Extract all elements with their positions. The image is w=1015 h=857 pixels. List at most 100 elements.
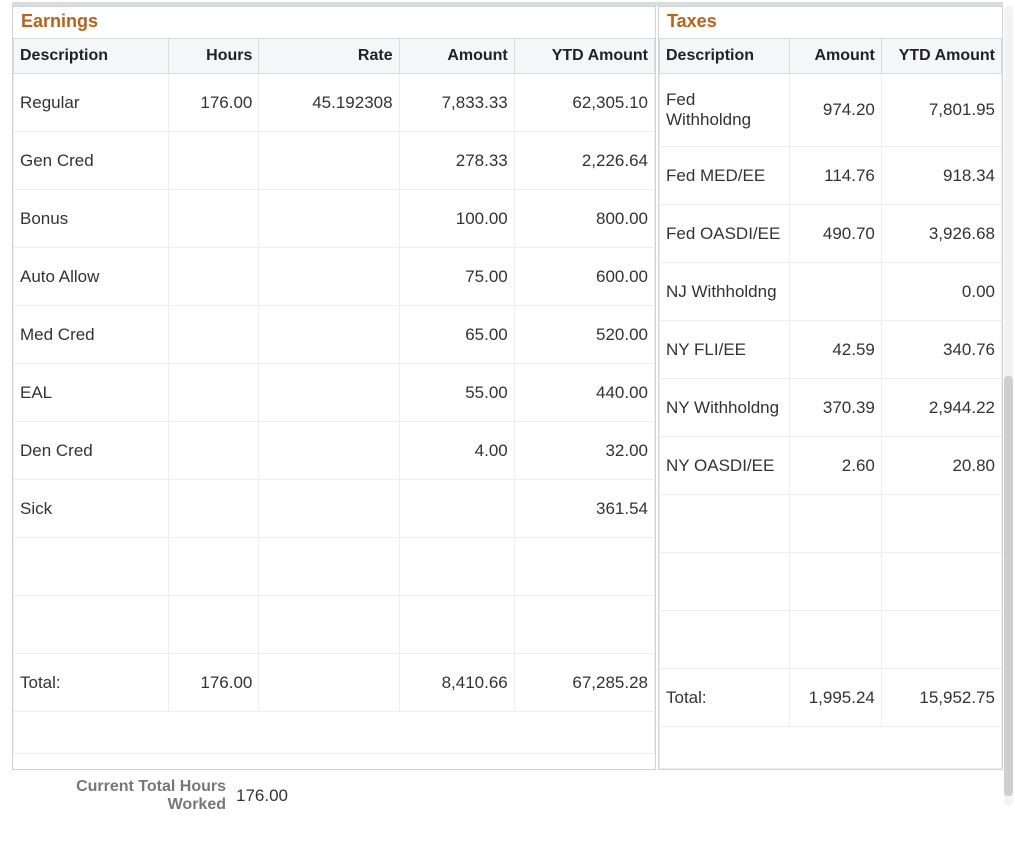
- col-hours: Hours: [169, 39, 259, 74]
- cell-ytd: 2,226.64: [514, 132, 654, 190]
- total-rate: [259, 654, 399, 712]
- table-row: NY OASDI/EE2.6020.80: [660, 437, 1002, 495]
- taxes-header-row: Description Amount YTD Amount: [660, 39, 1002, 74]
- cell-amount: [790, 553, 882, 611]
- cell-amount: [790, 495, 882, 553]
- col-amount: Amount: [399, 39, 514, 74]
- cell-rate: 45.192308: [259, 74, 399, 132]
- cell-ytd: 520.00: [514, 306, 654, 364]
- table-row: Auto Allow75.00600.00: [14, 248, 655, 306]
- cell-ytd: [881, 495, 1001, 553]
- cell-description: Med Cred: [14, 306, 169, 364]
- cell-description: Gen Cred: [14, 132, 169, 190]
- cell-description: Sick: [14, 480, 169, 538]
- cell-amount: 42.59: [790, 321, 882, 379]
- total-ytd: 15,952.75: [881, 669, 1001, 727]
- cell-amount: [399, 596, 514, 654]
- cell-rate: [259, 422, 399, 480]
- scrollbar-thumb[interactable]: [1004, 376, 1013, 796]
- table-row: Fed OASDI/EE490.703,926.68: [660, 205, 1002, 263]
- cell-description: Den Cred: [14, 422, 169, 480]
- cell-hours: [169, 596, 259, 654]
- cell-hours: [169, 364, 259, 422]
- taxes-total-row: Total:1,995.2415,952.75: [660, 669, 1002, 727]
- cell-amount: 4.00: [399, 422, 514, 480]
- cell-rate: [259, 480, 399, 538]
- cell-amount: 490.70: [790, 205, 882, 263]
- table-row: EAL55.00440.00: [14, 364, 655, 422]
- col-ytd: YTD Amount: [881, 39, 1001, 74]
- table-row: [14, 596, 655, 654]
- table-row: Med Cred65.00520.00: [14, 306, 655, 364]
- cell-description: [14, 538, 169, 596]
- cell-rate: [259, 132, 399, 190]
- taxes-table: Description Amount YTD Amount Fed Withho…: [659, 38, 1002, 769]
- cell-ytd: [881, 611, 1001, 669]
- cell-description: NJ Withholdng: [660, 263, 790, 321]
- cell-ytd: [514, 538, 654, 596]
- earnings-heading: Earnings: [13, 7, 655, 38]
- cell-ytd: 3,926.68: [881, 205, 1001, 263]
- total-amount: 1,995.24: [790, 669, 882, 727]
- cell-description: [660, 553, 790, 611]
- cell-hours: [169, 538, 259, 596]
- cell-amount: [399, 480, 514, 538]
- total-amount: 8,410.66: [399, 654, 514, 712]
- total-hours: 176.00: [169, 654, 259, 712]
- cell-amount: [790, 611, 882, 669]
- cell-rate: [259, 190, 399, 248]
- cell-ytd: 340.76: [881, 321, 1001, 379]
- cell-description: Regular: [14, 74, 169, 132]
- table-row: [660, 727, 1002, 769]
- total-label: Total:: [14, 654, 169, 712]
- footer-line: Current Total Hours Worked 176.00: [12, 770, 1003, 819]
- cell-hours: [169, 190, 259, 248]
- table-row: Fed MED/EE114.76918.34: [660, 147, 1002, 205]
- footer-value: 176.00: [236, 786, 288, 806]
- table-row: [660, 495, 1002, 553]
- cell-description: [660, 495, 790, 553]
- cell-amount: [790, 263, 882, 321]
- table-row: Fed Withholdng974.207,801.95: [660, 74, 1002, 147]
- table-row: NY FLI/EE42.59340.76: [660, 321, 1002, 379]
- cell-ytd: [514, 596, 654, 654]
- table-row: NJ Withholdng0.00: [660, 263, 1002, 321]
- cell-amount: 75.00: [399, 248, 514, 306]
- cell-description: NY Withholdng: [660, 379, 790, 437]
- cell-amount: 7,833.33: [399, 74, 514, 132]
- cell-ytd: 62,305.10: [514, 74, 654, 132]
- cell-ytd: 440.00: [514, 364, 654, 422]
- cell-ytd: 2,944.22: [881, 379, 1001, 437]
- cell-amount: 100.00: [399, 190, 514, 248]
- taxes-panel: Taxes Description Amount YTD Amount Fed …: [658, 6, 1003, 770]
- cell-description: [14, 596, 169, 654]
- cell-description: Fed MED/EE: [660, 147, 790, 205]
- cell-description: [660, 611, 790, 669]
- cell-hours: 176.00: [169, 74, 259, 132]
- col-description: Description: [660, 39, 790, 74]
- cell-rate: [259, 364, 399, 422]
- earnings-table: Description Hours Rate Amount YTD Amount…: [13, 38, 655, 754]
- cell-description: NY OASDI/EE: [660, 437, 790, 495]
- cell-description: Bonus: [14, 190, 169, 248]
- empty-cell: [14, 712, 655, 754]
- footer-label: Current Total Hours Worked: [16, 778, 226, 815]
- cell-hours: [169, 248, 259, 306]
- table-row: Gen Cred278.332,226.64: [14, 132, 655, 190]
- table-row: Regular176.0045.1923087,833.3362,305.10: [14, 74, 655, 132]
- cell-amount: [399, 538, 514, 596]
- cell-rate: [259, 538, 399, 596]
- scrollbar[interactable]: [1004, 6, 1013, 806]
- cell-amount: 370.39: [790, 379, 882, 437]
- cell-hours: [169, 422, 259, 480]
- cell-amount: 55.00: [399, 364, 514, 422]
- cell-description: NY FLI/EE: [660, 321, 790, 379]
- cell-description: Auto Allow: [14, 248, 169, 306]
- earnings-header-row: Description Hours Rate Amount YTD Amount: [14, 39, 655, 74]
- col-description: Description: [14, 39, 169, 74]
- cell-ytd: [881, 553, 1001, 611]
- cell-hours: [169, 480, 259, 538]
- cell-hours: [169, 306, 259, 364]
- col-ytd: YTD Amount: [514, 39, 654, 74]
- table-row: [660, 611, 1002, 669]
